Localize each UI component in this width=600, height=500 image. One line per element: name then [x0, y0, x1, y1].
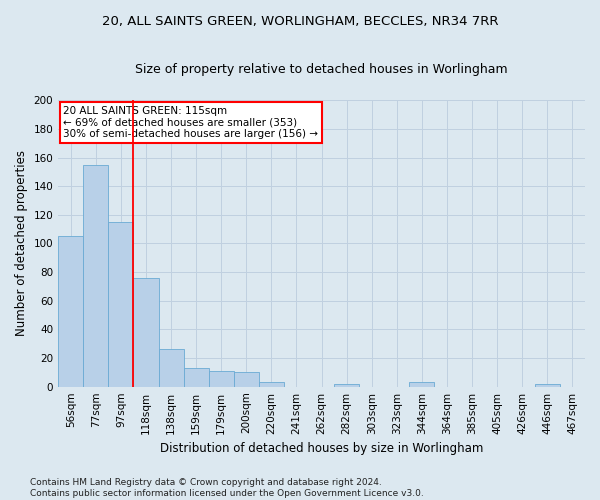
Bar: [535, 384, 560, 386]
Bar: [409, 382, 434, 386]
Text: Contains HM Land Registry data © Crown copyright and database right 2024.
Contai: Contains HM Land Registry data © Crown c…: [30, 478, 424, 498]
Bar: [184, 368, 209, 386]
X-axis label: Distribution of detached houses by size in Worlingham: Distribution of detached houses by size …: [160, 442, 483, 455]
Bar: [334, 384, 359, 386]
Bar: [109, 222, 133, 386]
Bar: [58, 236, 83, 386]
Text: 20, ALL SAINTS GREEN, WORLINGHAM, BECCLES, NR34 7RR: 20, ALL SAINTS GREEN, WORLINGHAM, BECCLE…: [102, 15, 498, 28]
Bar: [83, 164, 109, 386]
Text: 20 ALL SAINTS GREEN: 115sqm
← 69% of detached houses are smaller (353)
30% of se: 20 ALL SAINTS GREEN: 115sqm ← 69% of det…: [64, 106, 319, 139]
Bar: [158, 350, 184, 387]
Y-axis label: Number of detached properties: Number of detached properties: [15, 150, 28, 336]
Bar: [133, 278, 158, 386]
Bar: [209, 371, 234, 386]
Bar: [234, 372, 259, 386]
Bar: [259, 382, 284, 386]
Title: Size of property relative to detached houses in Worlingham: Size of property relative to detached ho…: [135, 62, 508, 76]
